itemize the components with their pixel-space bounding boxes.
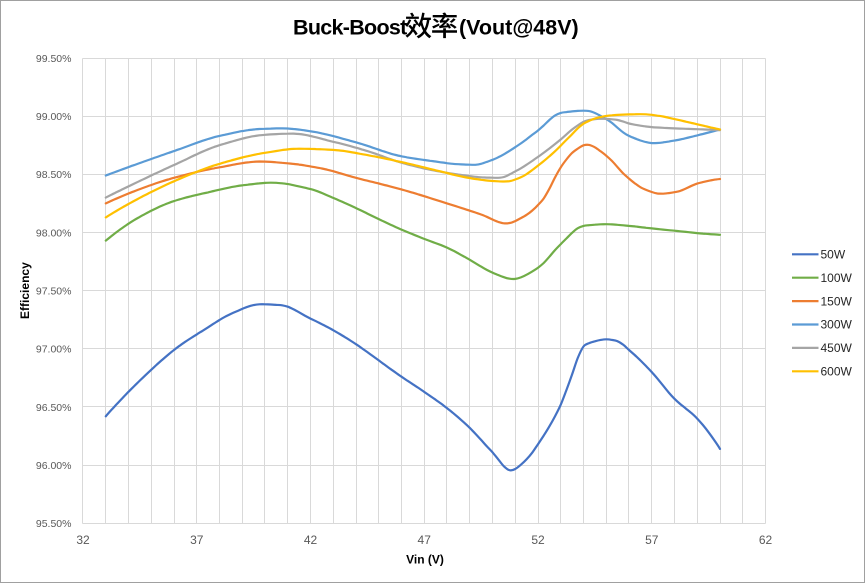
svg-text:50W: 50W <box>821 248 846 262</box>
svg-text:98.50%: 98.50% <box>36 169 72 181</box>
svg-text:99.00%: 99.00% <box>36 111 72 123</box>
svg-text:95.50%: 95.50% <box>36 518 72 530</box>
svg-text:97.50%: 97.50% <box>36 285 72 297</box>
svg-text:Vin (V): Vin (V) <box>406 553 444 567</box>
svg-text:98.00%: 98.00% <box>36 227 72 239</box>
svg-text:100W: 100W <box>821 271 853 285</box>
svg-text:150W: 150W <box>821 294 853 308</box>
svg-text:62: 62 <box>759 533 773 547</box>
svg-text:37: 37 <box>190 533 204 547</box>
svg-text:47: 47 <box>418 533 432 547</box>
svg-text:57: 57 <box>645 533 659 547</box>
svg-text:99.50%: 99.50% <box>36 53 72 65</box>
svg-text:300W: 300W <box>821 318 853 332</box>
svg-text:42: 42 <box>304 533 318 547</box>
svg-text:Buck-Boost: Buck-Boost <box>293 16 407 40</box>
svg-text:(Vout@48V): (Vout@48V) <box>459 16 579 40</box>
svg-text:96.50%: 96.50% <box>36 402 72 414</box>
svg-text:600W: 600W <box>821 365 853 379</box>
svg-text:450W: 450W <box>821 341 853 355</box>
svg-text:32: 32 <box>76 533 90 547</box>
svg-text:96.00%: 96.00% <box>36 460 72 472</box>
svg-text:Efficiency: Efficiency <box>18 262 32 319</box>
svg-text:97.00%: 97.00% <box>36 344 72 356</box>
svg-text:52: 52 <box>531 533 545 547</box>
